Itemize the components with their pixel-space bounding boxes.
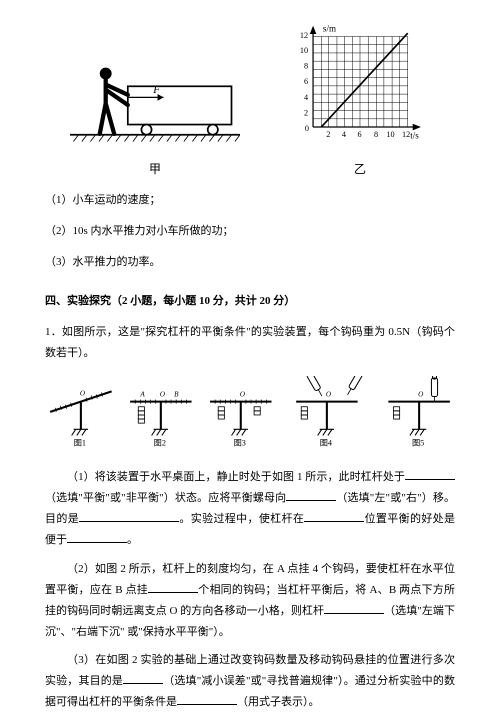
svg-text:0: 0 — [305, 124, 309, 133]
svg-text:10: 10 — [386, 130, 394, 139]
cart-figure: F — [70, 54, 240, 155]
p1-text-b: （选填"平衡"或"非平衡"）状态。应将平衡螺母向 — [45, 492, 286, 504]
problem1-intro: 1．如图所示，这是"探究杠杆的平衡条件"的实验装置，每个钩码重为 0.5N（钩码… — [45, 322, 455, 364]
blank — [123, 673, 163, 684]
cart-svg: F — [70, 54, 240, 148]
svg-text:F: F — [152, 84, 160, 96]
problem-1: 1．如图所示，这是"探究杠杆的平衡条件"的实验装置，每个钩码重为 0.5N（钩码… — [45, 322, 455, 713]
p1-text-f: 。 — [127, 534, 138, 546]
svg-text:8: 8 — [304, 62, 308, 71]
svg-text:O: O — [326, 390, 331, 398]
svg-text:图3: 图3 — [234, 438, 246, 447]
svg-text:O: O — [80, 389, 85, 397]
svg-text:4: 4 — [304, 93, 308, 102]
question-2: （2）10s 内水平推力对小车所做的功； — [45, 221, 455, 242]
svg-text:8: 8 — [374, 130, 378, 139]
levers-svg: O 图1 A O B — [45, 376, 455, 448]
question-1: （1）小车运动的速度； — [45, 190, 455, 211]
lever-figures: O 图1 A O B — [45, 376, 455, 456]
p1-text-a: （1）将该装置于水平桌面上，静止时处于如图 1 所示，此时杠杆处于 — [67, 471, 405, 483]
blank — [286, 490, 336, 501]
svg-text:12: 12 — [402, 130, 410, 139]
question-3: （3）水平推力的功率。 — [45, 252, 455, 273]
p1-text-d: 。实验过程中，使杠杆在 — [179, 513, 304, 525]
svg-text:6: 6 — [358, 130, 362, 139]
problem1-p1: （1）将该装置于水平桌面上，静止时处于如图 1 所示，此时杠杆处于 （选填"平衡"… — [45, 467, 455, 551]
svg-text:图2: 图2 — [154, 438, 166, 447]
svg-text:t/s: t/s — [410, 131, 419, 141]
questions: （1）小车运动的速度； （2）10s 内水平推力对小车所做的功； （3）水平推力… — [45, 190, 455, 273]
graph-caption: 乙 — [290, 158, 430, 181]
svg-text:10: 10 — [300, 46, 308, 55]
section-header: 四、实验探究（2 小题，每小题 10 分，共计 20 分） — [45, 291, 455, 312]
svg-text:图1: 图1 — [74, 438, 86, 447]
problem1-p3: （3）在如图 2 实验的基础上通过改变钩码数量及移动钩码悬挂的位置进行多次实验，… — [45, 650, 455, 713]
blank — [67, 532, 127, 543]
svg-text:12: 12 — [300, 31, 308, 40]
svg-text:2: 2 — [304, 109, 308, 118]
svg-text:2: 2 — [326, 130, 330, 139]
blank — [304, 511, 364, 522]
svg-text:A: A — [139, 390, 145, 398]
svg-text:图4: 图4 — [320, 438, 332, 447]
svg-text:6: 6 — [304, 77, 308, 86]
cart-figure-wrap: F 甲 — [70, 54, 240, 180]
blank — [405, 469, 455, 480]
blank — [177, 694, 237, 705]
graph-figure-wrap: s/m t/s 0 2 4 6 8 10 12 2 4 6 8 10 12 — [290, 20, 430, 180]
problem1-p2: （2）如图 2 所示，杠杆上的刻度均匀，在 A 点挂 4 个钩码，要使杠杆在水平… — [45, 559, 455, 643]
svg-text:B: B — [174, 390, 179, 398]
svg-text:图5: 图5 — [412, 438, 424, 447]
blank — [324, 603, 384, 614]
graph-figure: s/m t/s 0 2 4 6 8 10 12 2 4 6 8 10 12 — [290, 20, 430, 156]
figures-row: F 甲 — [45, 20, 455, 180]
graph-svg: s/m t/s 0 2 4 6 8 10 12 2 4 6 8 10 12 — [290, 20, 430, 148]
cart-caption: 甲 — [70, 158, 240, 181]
p3-text-c: （用式子表示）。 — [237, 696, 320, 708]
blank — [148, 582, 198, 593]
svg-text:O: O — [418, 390, 423, 398]
blank — [79, 511, 179, 522]
svg-text:4: 4 — [342, 130, 346, 139]
svg-text:O: O — [240, 390, 245, 398]
svg-text:s/m: s/m — [323, 24, 336, 34]
svg-text:O: O — [160, 390, 165, 398]
